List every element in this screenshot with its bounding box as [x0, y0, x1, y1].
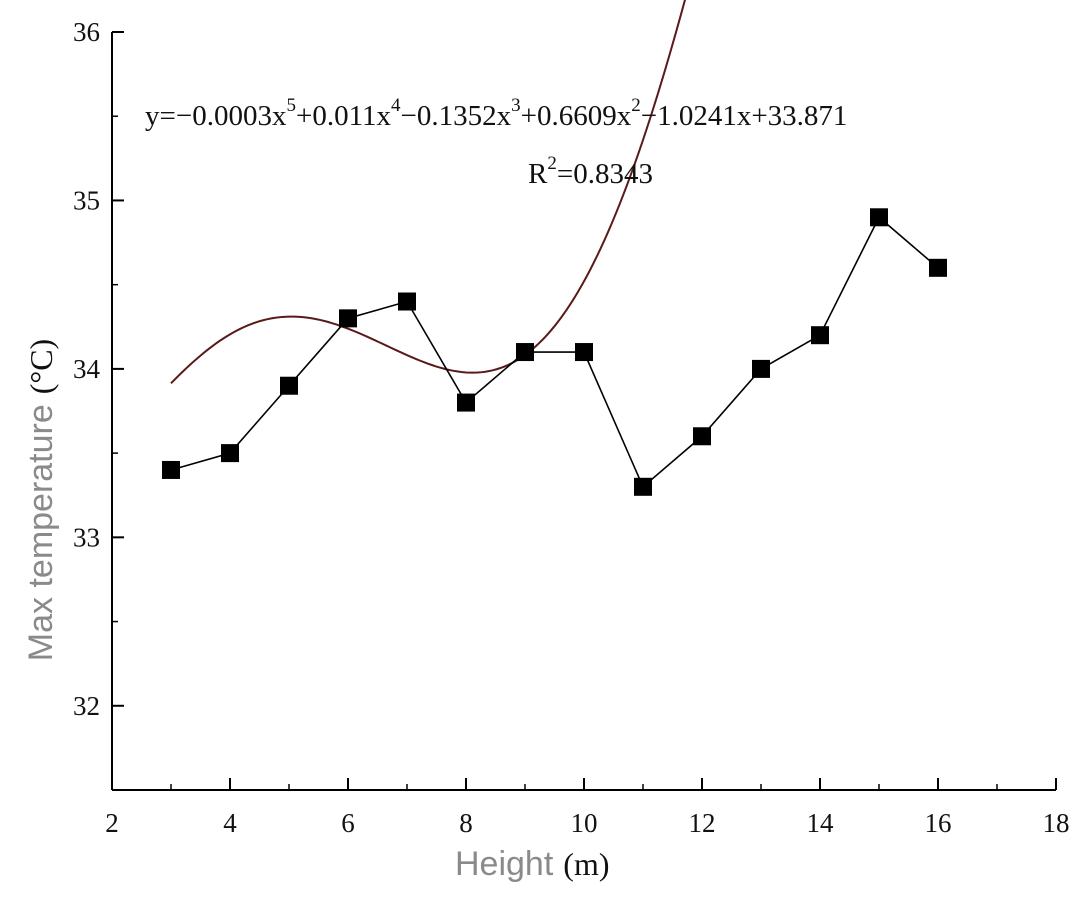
data-point [752, 359, 770, 378]
x-tick-label: 8 [459, 808, 473, 838]
data-point [929, 258, 947, 277]
x-tick-label: 6 [341, 808, 355, 838]
x-tick-label: 12 [689, 808, 716, 838]
series-layer [162, 208, 947, 496]
data-point [575, 343, 593, 362]
x-tick-label: 4 [223, 808, 237, 838]
y-tick-label: 35 [73, 185, 100, 215]
x-tick-label: 16 [925, 808, 952, 838]
data-point [870, 208, 888, 227]
data-point [339, 309, 357, 328]
r-squared-label: R2=0.8343 [528, 153, 653, 190]
fit-curve-layer [170, 0, 686, 384]
x-tick-label: 14 [807, 808, 835, 838]
x-tick-label: 10 [571, 808, 598, 838]
x-tick-label: 18 [1043, 808, 1070, 838]
data-line [170, 216, 939, 489]
ticks: 2 4 6 8 10 12 14 16 18 32 33 34 35 36 [73, 17, 1070, 838]
fit-curve [170, 0, 686, 384]
data-point [398, 292, 416, 311]
y-axis-title: Max temperature(°C) [22, 339, 60, 661]
data-point [162, 460, 180, 479]
fit-equation: y=−0.0003x5+0.011x4−0.1352x3+0.6609x2−1.… [145, 95, 847, 132]
y-tick-label: 36 [73, 17, 100, 47]
y-tick-label: 34 [73, 354, 101, 384]
data-point [693, 427, 711, 446]
data-point [221, 444, 239, 463]
x-tick-label: 2 [105, 808, 119, 838]
data-point [811, 326, 829, 345]
data-point [280, 376, 298, 395]
data-point [516, 343, 534, 362]
y-tick-label: 33 [73, 522, 100, 552]
data-point [634, 477, 652, 496]
axes [111, 32, 1056, 791]
x-axis-title: Height (m) [455, 845, 609, 883]
data-point [457, 393, 475, 412]
y-tick-label: 32 [73, 691, 100, 721]
